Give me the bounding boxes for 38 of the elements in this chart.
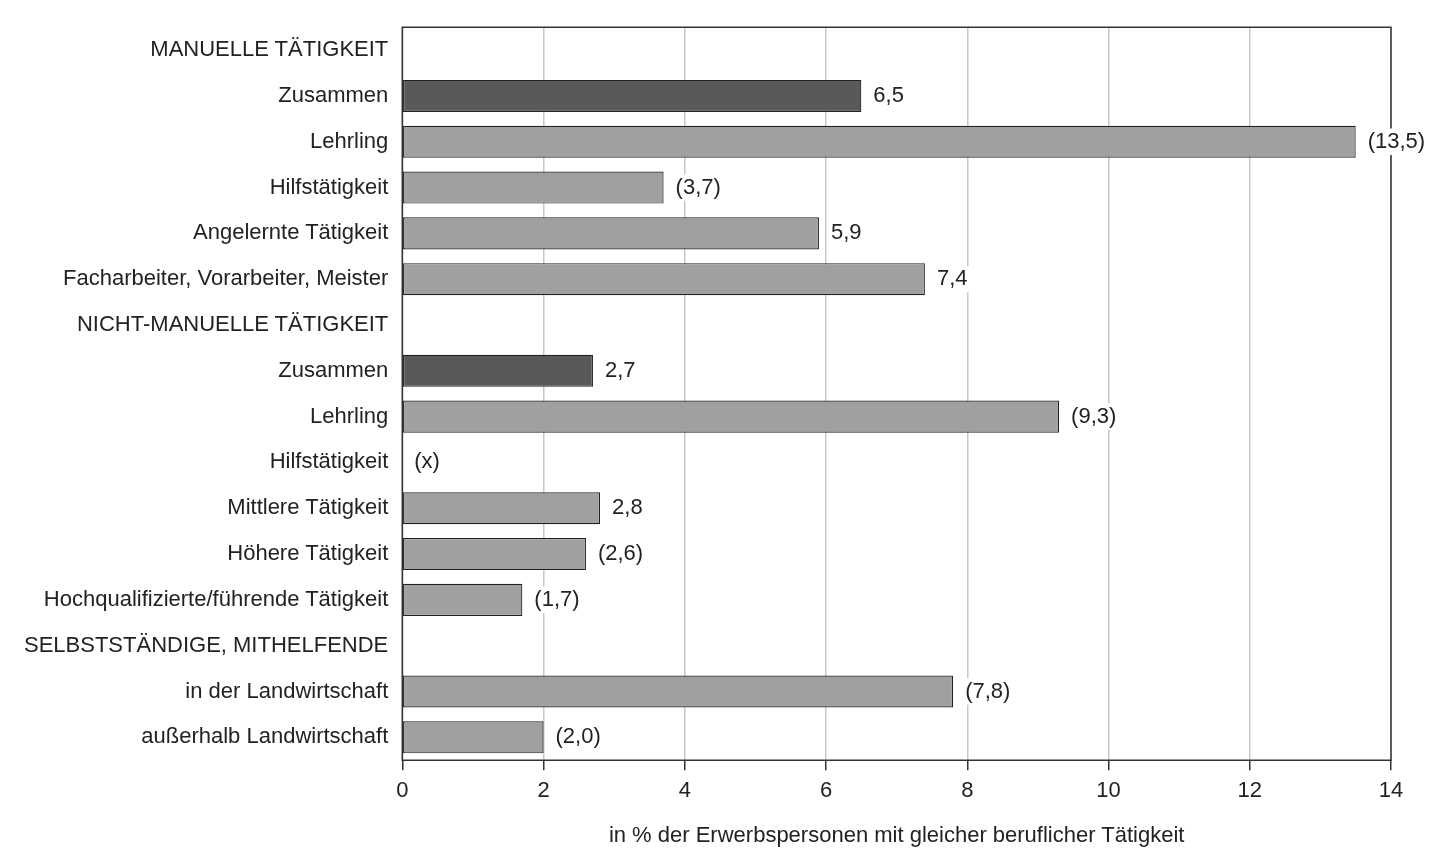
y-tick-label: Angelernte Tätigkeit (193, 219, 389, 245)
y-tick-label: in der Landwirtschaft (185, 677, 389, 703)
data-label: (7,8) (965, 677, 1011, 703)
data-label: (9,3) (1071, 402, 1117, 428)
y-tick-label: Mittlere Tätigkeit (227, 494, 389, 520)
data-label: (2,0) (555, 723, 601, 749)
x-tick-label: 6 (819, 777, 833, 803)
y-tick-label: Zusammen (278, 356, 389, 382)
x-tick-label: 0 (396, 777, 409, 803)
x-tick-label: 2 (537, 777, 550, 803)
x-tick-label: 8 (961, 777, 974, 803)
x-tick-label: 12 (1237, 777, 1262, 803)
data-label: (13,5) (1367, 127, 1426, 153)
y-tick-label: Hochqualifizierte/führende Tätigkeit (43, 585, 389, 611)
text: (x) (414, 448, 440, 474)
y-tick-label: Facharbeiter, Vorarbeiter, Meister (63, 265, 389, 291)
y-tick-label: Höhere Tätigkeit (227, 540, 389, 566)
y-tick-label: Hilfstätigkeit (269, 448, 389, 474)
data-label: 2,8 (612, 494, 643, 520)
data-label: (2,6) (597, 540, 644, 566)
data-label: (1,7) (534, 585, 580, 611)
x-tick-label: 10 (1096, 777, 1121, 803)
y-tick-label: Lehrling (310, 127, 389, 153)
x-axis-title: in % der Erwerbspersonen mit gleicher beruflicher Tätigkeit (608, 821, 1185, 847)
y-tick-label: NICHT-MANUELLE TÄTIGKEIT (76, 311, 389, 337)
data-label: 2,7 (604, 356, 636, 382)
x-tick-label: 4 (678, 777, 691, 803)
y-tick-label: Lehrling (310, 402, 389, 428)
y-tick-label: Hilfstätigkeit (269, 173, 389, 199)
y-tick-label: MANUELLE TÄTIGKEIT (150, 36, 389, 62)
data-label: 5,9 (830, 219, 862, 245)
y-tick-label: Zusammen (278, 81, 389, 107)
y-tick-label: außerhalb Landwirtschaft (141, 723, 389, 749)
data-label: 6,5 (873, 81, 904, 107)
y-tick-label: SELBSTSTÄNDIGE, MITHELFENDE (23, 631, 389, 657)
x-tick-label: 14 (1378, 777, 1404, 803)
data-label: (3,7) (675, 173, 721, 199)
data-label: 7,4 (936, 265, 968, 291)
